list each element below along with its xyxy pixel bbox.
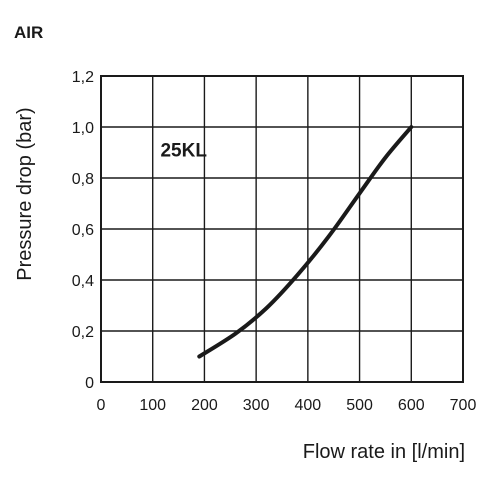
x-axis-ticks: 0 100 200 300 400 500 600 700 [97,397,477,414]
x-tick-label: 100 [139,397,166,414]
x-tick-label: 300 [243,397,270,414]
series-layer [197,125,414,359]
series-annotation: 25KL [160,140,207,161]
x-tick-label: 500 [346,397,373,414]
x-tick-label: 200 [191,397,218,414]
y-tick-label: 0,2 [72,324,94,341]
grid [100,75,464,383]
series-line-0 [197,125,414,359]
y-tick-label: 0,4 [72,273,94,290]
y-axis-label: Pressure drop (bar) [14,107,36,280]
x-tick-label: 600 [398,397,425,414]
y-tick-label: 0,6 [72,222,94,239]
x-tick-label: 0 [97,397,106,414]
annotations: 25KL [160,140,207,161]
y-tick-label: 0,8 [72,171,94,188]
y-tick-label: 1,2 [72,69,94,86]
x-tick-label: 400 [295,397,322,414]
x-axis-label: Flow rate in [l/min] [303,441,465,463]
y-axis-ticks: 0 0,2 0,4 0,6 0,8 1,0 1,2 [72,69,94,392]
chart-title: AIR [14,23,43,42]
x-tick-label: 700 [450,397,477,414]
y-tick-label: 0 [85,375,94,392]
plot-frame [100,75,464,383]
y-tick-label: 1,0 [72,120,94,137]
